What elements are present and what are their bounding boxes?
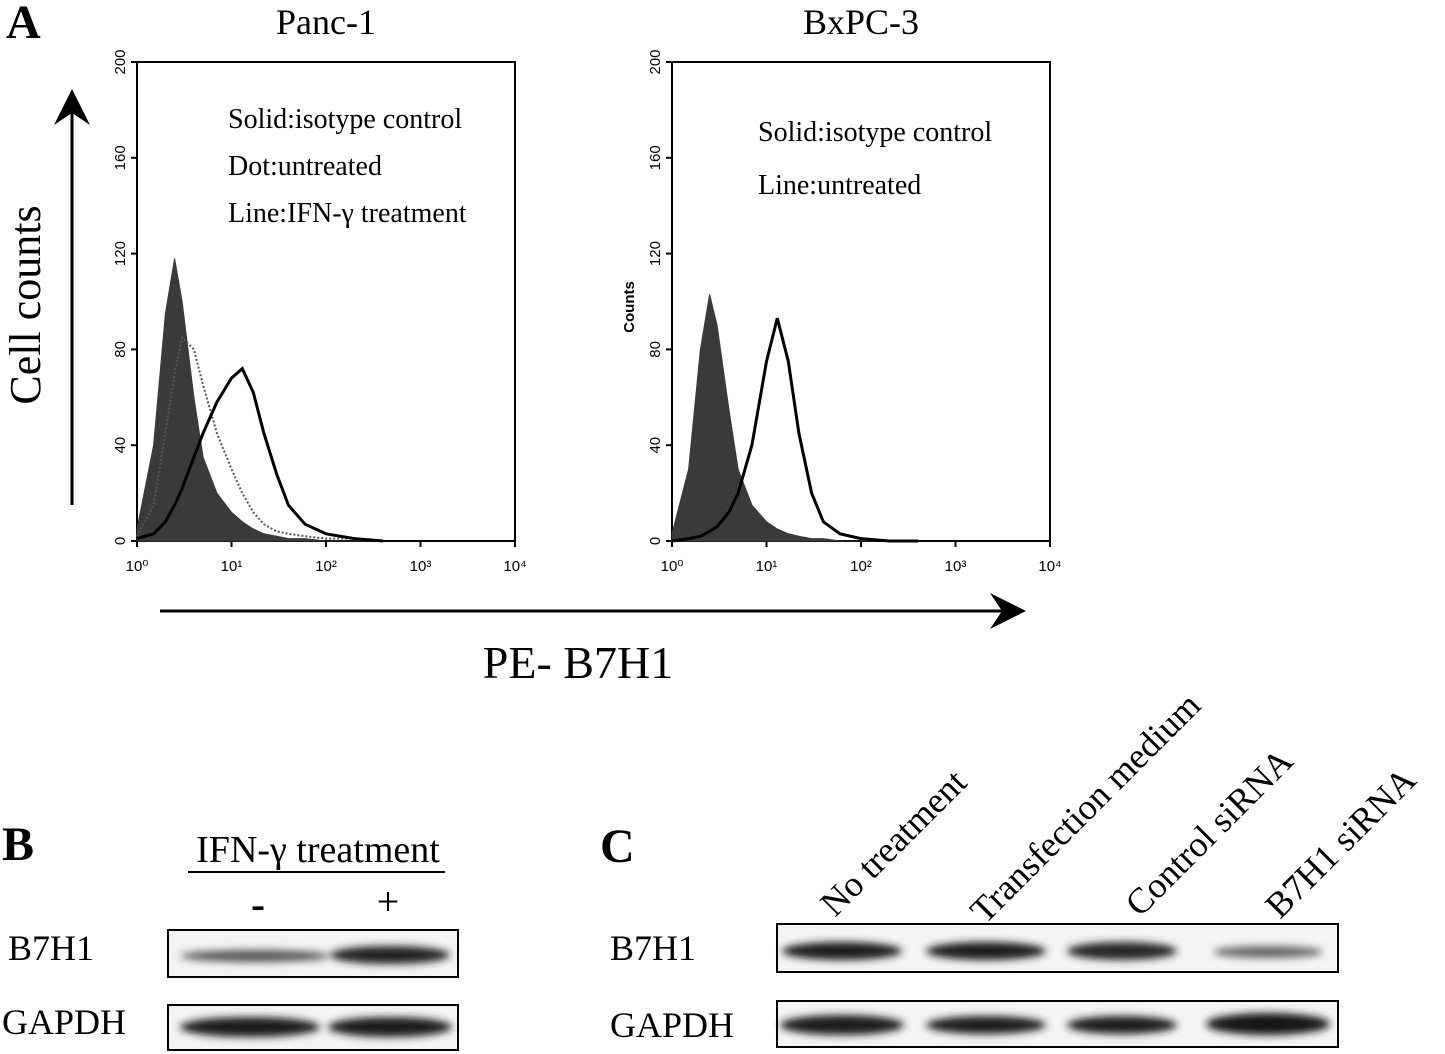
y-tick-label: 160	[112, 145, 129, 170]
legend-entry: Solid:isotype control	[228, 104, 462, 135]
panel-label: C	[600, 820, 635, 873]
lane-label: +	[377, 879, 400, 924]
legend-entry: Solid:isotype control	[758, 117, 992, 148]
row-label: B7H1	[8, 928, 94, 968]
panel-label: A	[6, 0, 41, 49]
blot-header: IFN-γ treatment	[196, 829, 440, 871]
histogram-solid	[671, 294, 918, 542]
legend-entry: Dot:untreated	[228, 151, 382, 182]
y-tick-label: 80	[647, 341, 664, 358]
x-tick-label: 10²	[315, 558, 337, 575]
x-tick-label: 10¹	[756, 558, 778, 575]
legend-entry: Line:IFN-γ treatment	[228, 198, 467, 229]
chart-title: Panc-1	[276, 2, 376, 42]
y-tick-label: 0	[112, 537, 129, 545]
y-tick-label: 200	[647, 49, 664, 74]
x-tick-label: 10⁰	[126, 558, 149, 575]
x-tick-label: 10⁴	[1038, 558, 1061, 575]
x-tick-label: 10⁴	[503, 558, 526, 575]
x-tick-label: 10¹	[221, 558, 243, 575]
panel-label: B	[2, 818, 34, 871]
bands	[780, 942, 1330, 1035]
y-tick-label: 40	[647, 437, 664, 454]
y-tick-label: 80	[112, 341, 129, 358]
lane-label: No treatment	[812, 762, 974, 924]
legend-entry: Line:untreated	[758, 170, 921, 201]
x-tick-label: 10²	[850, 558, 872, 575]
y-axis-label: Counts	[621, 281, 638, 333]
x-axis-label: PE- B7H1	[483, 637, 673, 688]
y-tick-label: 160	[647, 145, 664, 170]
histogram-solid	[136, 258, 383, 542]
histogram-line	[136, 366, 384, 543]
histogram-line	[671, 317, 918, 543]
bands	[180, 946, 452, 1037]
chart-title: BxPC-3	[803, 2, 919, 42]
y-tick-label: 40	[112, 437, 129, 454]
x-tick-label: 10⁰	[661, 558, 684, 575]
y-tick-label: 0	[647, 537, 664, 545]
row-label: B7H1	[610, 928, 696, 968]
row-label: GAPDH	[2, 1002, 126, 1042]
x-tick-label: 10³	[945, 558, 967, 575]
histogram-dotted	[136, 335, 383, 542]
lane-label: -	[251, 882, 265, 928]
y-tick-label: 120	[112, 241, 129, 266]
x-tick-label: 10³	[410, 558, 432, 575]
row-label: GAPDH	[610, 1005, 734, 1045]
y-tick-label: 200	[112, 49, 129, 74]
y-tick-label: 120	[647, 241, 664, 266]
y-axis-label: Cell counts	[1, 205, 50, 404]
